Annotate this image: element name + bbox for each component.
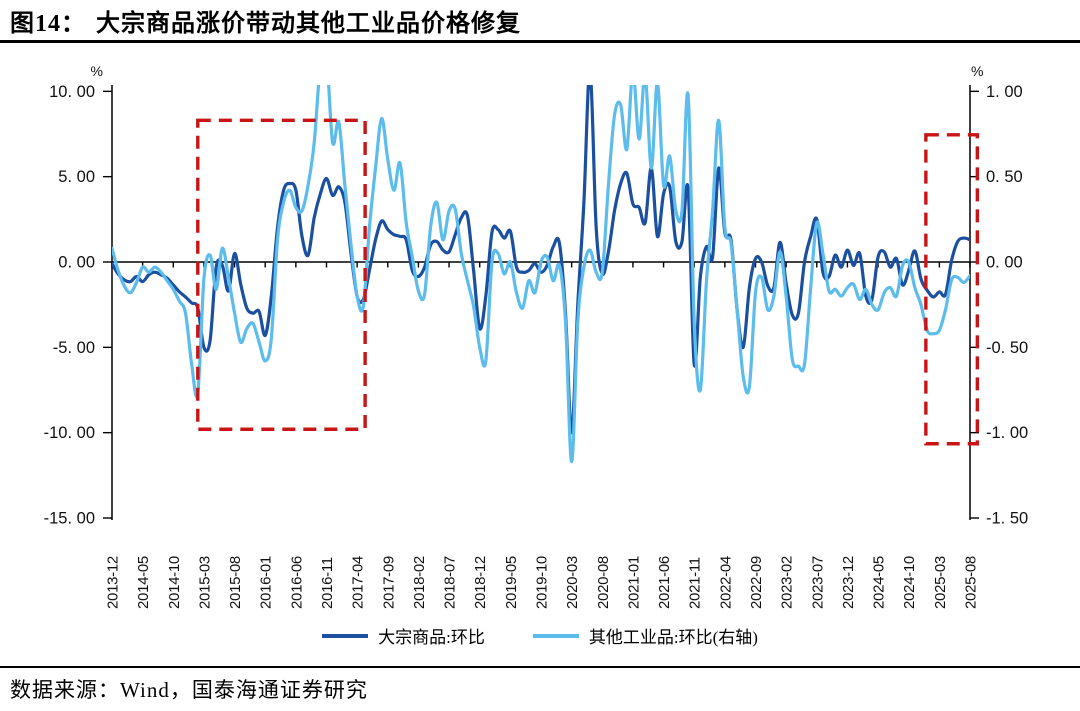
x-axis-tick-label: 2015-03 [196, 556, 213, 609]
x-axis-tick-label: 2014-05 [135, 556, 152, 609]
x-axis-tick-label: 2023-07 [809, 556, 826, 609]
x-axis-tick-label: 2024-10 [901, 556, 918, 609]
figure-title-text: 大宗商品涨价带动其他工业品价格修复 [96, 11, 521, 37]
right-axis-tick-label: -1. 00 [986, 424, 1028, 442]
x-axis-tick-label: 2013-12 [105, 556, 122, 609]
other-industrial-series-line [112, 85, 970, 464]
left-axis-tick-label: -15. 00 [44, 510, 95, 528]
x-axis-tick-label: 2020-08 [595, 556, 612, 609]
series-group [112, 85, 970, 464]
commodity-series-line [112, 85, 970, 435]
legend-label-commodity: 大宗商品:环比 [378, 628, 485, 647]
right-axis-tick-label: 1. 00 [986, 83, 1023, 101]
x-axis-tick-label: 2014-10 [166, 556, 183, 609]
legend-item-other-industrial: 其他工业品:环比(右轴) [532, 623, 758, 648]
x-axis-tick-label: 2019-10 [534, 556, 551, 609]
x-axis-tick-label: 2018-07 [442, 556, 459, 609]
right-axis-tick-label: -1. 50 [986, 510, 1028, 528]
x-axis-tick-label: 2016-11 [319, 557, 336, 609]
x-axis-tick-label: 2016-01 [258, 556, 275, 609]
right-axis-unit-label: % [971, 63, 983, 79]
x-axis-tick-label: 2018-12 [472, 556, 489, 609]
chart-legend: 大宗商品:环比 其他工业品:环比(右轴) [0, 623, 1080, 648]
left-axis-unit-label: % [91, 63, 103, 79]
figure-number: 图14： [10, 11, 86, 37]
commodity-line-swatch [322, 633, 369, 638]
x-axis-tick-label: 2016-06 [288, 556, 305, 609]
data-source-note: 数据来源：Wind，国泰海通证券研究 [10, 678, 368, 702]
left-axis-tick-label: 5. 00 [58, 168, 95, 186]
legend-label-other-industrial: 其他工业品:环比(右轴) [588, 628, 758, 647]
highlight-box-2 [924, 133, 980, 446]
x-axis-tick-label: 2017-09 [380, 556, 397, 609]
other-industrial-line-swatch [532, 633, 579, 638]
page-title: 图14： 大宗商品涨价带动其他工业品价格修复 [10, 3, 521, 38]
x-axis-tick-label: 2024-05 [871, 556, 888, 609]
x-axis-tick-label: 2025-03 [932, 556, 949, 609]
x-axis-tick-label: 2022-09 [748, 556, 765, 609]
x-axis-tick-label: 2025-08 [963, 556, 980, 609]
x-axis-tick-label: 2018-02 [411, 556, 428, 609]
x-axis-tick-label: 2023-02 [779, 556, 796, 609]
right-axis-tick-label: 0. 00 [986, 254, 1023, 272]
left-axis-tick-label: 10. 00 [49, 83, 95, 101]
left-axis-tick-label: -10. 00 [44, 424, 95, 442]
highlight-box-1 [196, 118, 367, 431]
x-axis-tick-label: 2021-11 [687, 557, 704, 609]
x-axis-tick-label: 2022-04 [717, 556, 734, 609]
left-axis-tick-label: 0. 00 [58, 254, 95, 272]
x-axis-tick-label: 2021-01 [625, 556, 642, 609]
x-axis-tick-label: 2023-12 [840, 556, 857, 609]
right-axis-tick-label: 0. 50 [986, 168, 1023, 186]
footer-divider [0, 666, 1080, 668]
right-axis-tick-label: -0. 50 [986, 339, 1028, 357]
x-axis-tick-label: 2015-08 [227, 556, 244, 609]
x-axis-tick-label: 2020-03 [564, 556, 581, 609]
x-axis-tick-label: 2021-06 [656, 556, 673, 609]
title-divider [0, 40, 1080, 43]
x-axis-tick-label: 2017-04 [350, 556, 367, 609]
left-axis-tick-label: -5. 00 [53, 339, 95, 357]
x-axis-tick-label: 2019-05 [503, 556, 520, 609]
legend-item-commodity: 大宗商品:环比 [322, 623, 485, 648]
